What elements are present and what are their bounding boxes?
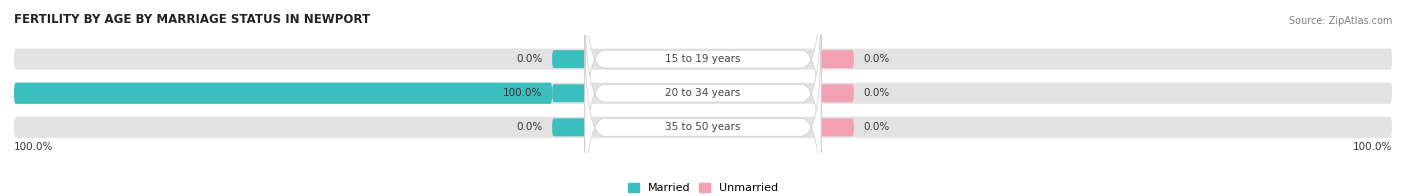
Text: 0.0%: 0.0% [863,54,890,64]
FancyBboxPatch shape [14,117,1392,138]
FancyBboxPatch shape [821,118,853,136]
FancyBboxPatch shape [585,0,821,152]
Text: 15 to 19 years: 15 to 19 years [665,54,741,64]
Text: 0.0%: 0.0% [516,122,543,132]
Text: 0.0%: 0.0% [863,122,890,132]
FancyBboxPatch shape [14,83,1392,104]
FancyBboxPatch shape [14,49,1392,70]
Legend: Married, Unmarried: Married, Unmarried [623,178,783,196]
FancyBboxPatch shape [585,34,821,196]
FancyBboxPatch shape [14,83,553,104]
Text: 20 to 34 years: 20 to 34 years [665,88,741,98]
Text: 35 to 50 years: 35 to 50 years [665,122,741,132]
FancyBboxPatch shape [821,84,853,102]
Text: 0.0%: 0.0% [863,88,890,98]
FancyBboxPatch shape [821,50,853,68]
Text: FERTILITY BY AGE BY MARRIAGE STATUS IN NEWPORT: FERTILITY BY AGE BY MARRIAGE STATUS IN N… [14,13,370,26]
Text: 100.0%: 100.0% [1353,142,1392,152]
Text: Source: ZipAtlas.com: Source: ZipAtlas.com [1288,16,1392,26]
FancyBboxPatch shape [553,50,585,68]
Text: 100.0%: 100.0% [503,88,543,98]
Text: 100.0%: 100.0% [14,142,53,152]
FancyBboxPatch shape [553,84,585,102]
Text: 0.0%: 0.0% [516,54,543,64]
FancyBboxPatch shape [585,0,821,187]
FancyBboxPatch shape [553,118,585,136]
